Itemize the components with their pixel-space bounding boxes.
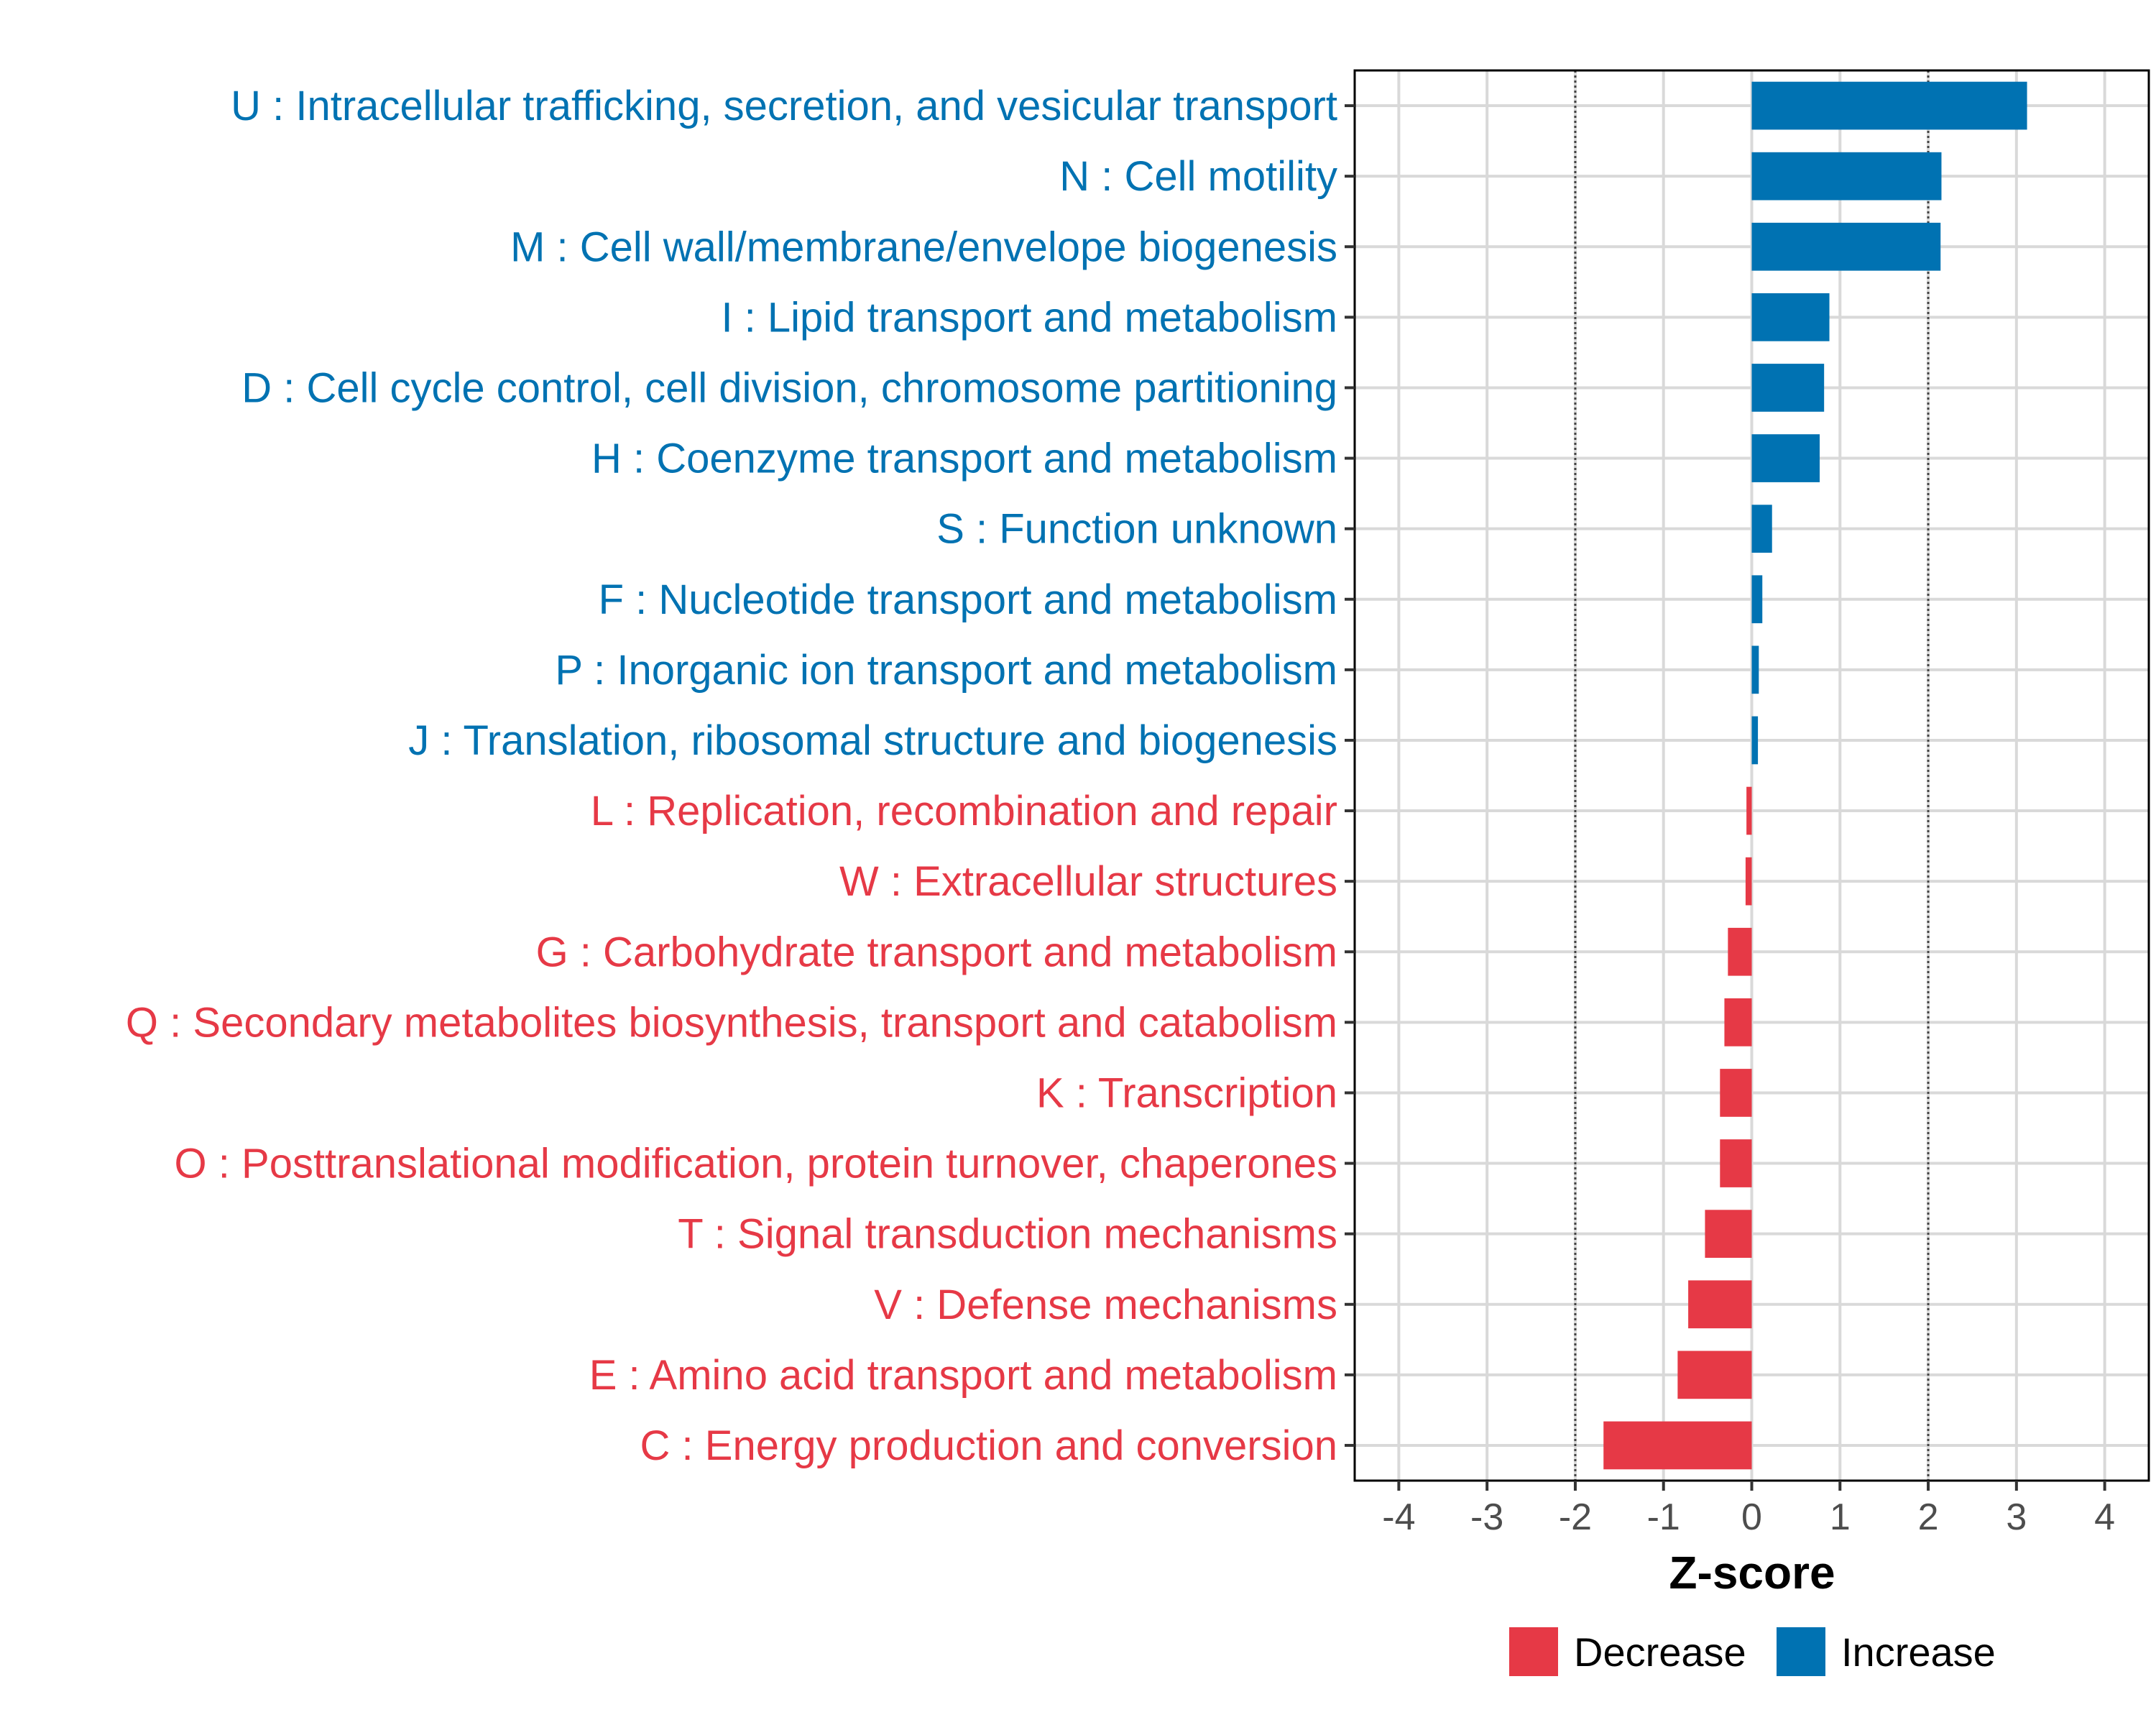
x-axis-title: Z-score bbox=[1669, 1547, 1835, 1598]
bar bbox=[1751, 575, 1763, 624]
bar bbox=[1705, 1210, 1752, 1259]
bar bbox=[1745, 857, 1752, 906]
y-tick-label: N : Cell motility bbox=[1059, 153, 1337, 200]
bars bbox=[1603, 81, 2027, 1470]
y-tick-label: T : Signal transduction mechanisms bbox=[678, 1211, 1337, 1258]
bar bbox=[1751, 364, 1825, 412]
legend-swatch-increase bbox=[1777, 1627, 1825, 1676]
y-tick-label: K : Transcription bbox=[1036, 1070, 1337, 1116]
bar bbox=[1751, 81, 2027, 130]
bar bbox=[1720, 1069, 1752, 1117]
legend-label-decrease: Decrease bbox=[1574, 1629, 1746, 1675]
x-tick-label: 2 bbox=[1918, 1496, 1939, 1538]
y-tick-label: V : Defense mechanisms bbox=[874, 1282, 1337, 1328]
grid-lines bbox=[1355, 70, 2149, 1481]
y-tick-label: C : Energy production and conversion bbox=[640, 1422, 1337, 1469]
legend: Decrease Increase bbox=[1509, 1627, 1996, 1676]
x-axis-ticks: -4 -3 -2 -1 0 1 2 3 4 bbox=[1382, 1481, 2115, 1538]
bar bbox=[1751, 645, 1759, 694]
y-tick-label: Q : Secondary metabolites biosynthesis, … bbox=[126, 999, 1337, 1046]
legend-label-increase: Increase bbox=[1841, 1629, 1996, 1675]
y-tick-label: L : Replication, recombination and repai… bbox=[591, 788, 1337, 834]
x-tick-label: 0 bbox=[1741, 1496, 1762, 1538]
bar bbox=[1751, 222, 1941, 271]
bar bbox=[1751, 293, 1830, 341]
y-tick-label: F : Nucleotide transport and metabolism bbox=[599, 576, 1337, 623]
y-tick-label: W : Extracellular structures bbox=[839, 858, 1337, 905]
y-tick-label: O : Posttranslational modification, prot… bbox=[175, 1141, 1337, 1187]
x-tick-label: 1 bbox=[1830, 1496, 1851, 1538]
y-tick-label: I : Lipid transport and metabolism bbox=[721, 294, 1337, 341]
y-tick-label: M : Cell wall/membrane/envelope biogenes… bbox=[510, 224, 1337, 270]
bar bbox=[1746, 786, 1752, 835]
legend-swatch-decrease bbox=[1509, 1627, 1558, 1676]
x-tick-label: -3 bbox=[1470, 1496, 1503, 1538]
bar bbox=[1728, 927, 1752, 976]
bar bbox=[1603, 1421, 1752, 1470]
y-tick-label: D : Cell cycle control, cell division, c… bbox=[241, 364, 1337, 411]
bar bbox=[1724, 998, 1752, 1046]
bar bbox=[1751, 505, 1772, 553]
x-tick-label: 4 bbox=[2094, 1496, 2115, 1538]
y-tick-label: S : Function unknown bbox=[936, 506, 1337, 553]
bar bbox=[1720, 1139, 1752, 1187]
y-tick-label: E : Amino acid transport and metabolism bbox=[589, 1352, 1337, 1399]
x-tick-label: 3 bbox=[2006, 1496, 2027, 1538]
x-tick-label: -4 bbox=[1382, 1496, 1415, 1538]
bar bbox=[1688, 1280, 1752, 1329]
y-tick-label: P : Inorganic ion transport and metaboli… bbox=[555, 647, 1337, 694]
bar bbox=[1751, 152, 1942, 201]
x-tick-label: -1 bbox=[1647, 1496, 1680, 1538]
y-tick-label: G : Carbohydrate transport and metabolis… bbox=[536, 929, 1337, 975]
y-tick-label: U : Intracellular trafficking, secretion… bbox=[231, 83, 1337, 129]
bar bbox=[1677, 1351, 1752, 1399]
y-axis-ticks: U : Intracellular trafficking, secretion… bbox=[126, 83, 1355, 1469]
threshold-lines bbox=[1574, 70, 1930, 1481]
bar bbox=[1751, 716, 1759, 765]
bar bbox=[1751, 434, 1820, 482]
y-tick-label: J : Translation, ribosomal structure and… bbox=[408, 717, 1337, 764]
y-tick-label: H : Coenzyme transport and metabolism bbox=[591, 436, 1337, 482]
x-tick-label: -2 bbox=[1559, 1496, 1592, 1538]
